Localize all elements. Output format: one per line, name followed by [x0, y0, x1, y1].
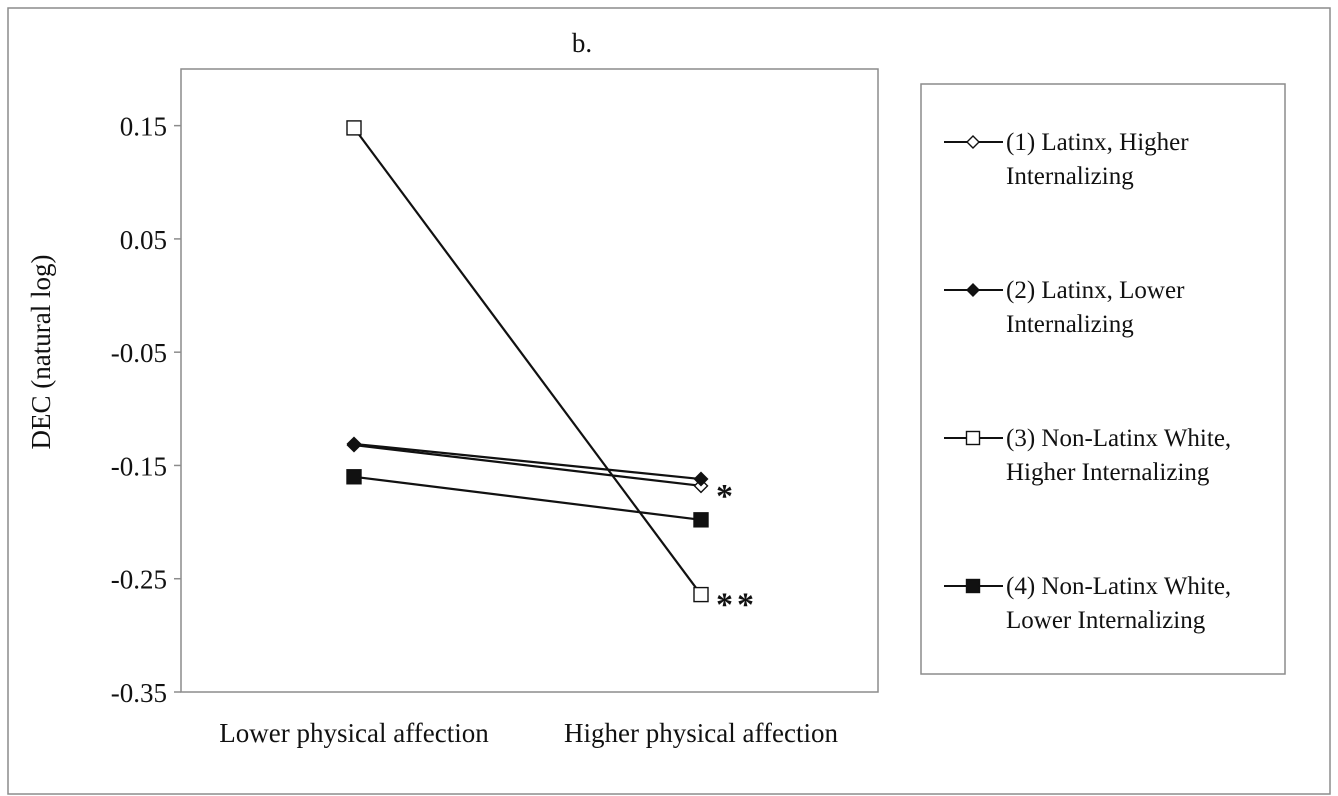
series-line: [353, 442, 702, 481]
data-point: [693, 512, 709, 528]
significance-annotation: **: [716, 587, 758, 624]
legend-item-2: (2) Latinx, Lower Internalizing: [944, 277, 1185, 338]
legend-label: Higher Internalizing: [1006, 459, 1210, 486]
legend-label: (3) Non-Latinx White,: [1006, 425, 1231, 452]
data-point: [693, 586, 709, 603]
legend-marker: [965, 430, 981, 446]
annotation-layer: ***: [716, 478, 758, 624]
y-tick-label: -0.05: [111, 338, 167, 368]
series-4: [346, 469, 709, 528]
y-tick-label: -0.15: [111, 451, 167, 481]
legend-marker: [965, 578, 981, 594]
legend-label: Internalizing: [1006, 163, 1134, 190]
data-point: [693, 471, 709, 487]
y-tick-label: 0.05: [120, 225, 167, 255]
chart-title: b.: [572, 28, 592, 58]
legend-item-4: (4) Non-Latinx White, Lower Internalizing: [944, 573, 1231, 634]
y-tick-label: 0.15: [120, 112, 167, 142]
series-3: [346, 120, 709, 603]
series-line: [353, 127, 702, 596]
legend-marker: [966, 135, 980, 149]
legend-label: (1) Latinx, Higher: [1006, 129, 1189, 156]
legend-item-1: (1) Latinx, Higher Internalizing: [944, 129, 1189, 190]
y-axis-label: DEC (natural log): [26, 255, 56, 450]
legend-label: (4) Non-Latinx White,: [1006, 573, 1231, 600]
y-tick-label: -0.35: [111, 678, 167, 708]
x-axis-labels: Lower physical affection Higher physical …: [219, 718, 838, 748]
legend-label: (2) Latinx, Lower: [1006, 277, 1185, 304]
plot-area: [180, 68, 879, 693]
series-layer: [346, 120, 709, 603]
data-point: [346, 469, 362, 485]
legend-item-3: (3) Non-Latinx White, Higher Internalizin…: [944, 425, 1231, 486]
legend-label: Lower Internalizing: [1006, 607, 1206, 634]
y-tick-label: -0.25: [111, 565, 167, 595]
legend-label: Internalizing: [1006, 311, 1134, 338]
series-line: [353, 475, 702, 521]
legend-marker: [966, 283, 980, 297]
data-point: [346, 436, 362, 452]
y-axis-ticks: 0.15 0.05 -0.05 -0.15 -0.25 -0.35: [111, 112, 181, 708]
x-tick-label: Lower physical affection: [219, 718, 489, 748]
legend-box: [920, 83, 1286, 675]
significance-annotation: *: [716, 478, 737, 515]
x-tick-label: Higher physical affection: [564, 718, 838, 748]
data-point: [346, 120, 362, 136]
series-2: [346, 436, 709, 487]
series-line: [353, 443, 702, 487]
